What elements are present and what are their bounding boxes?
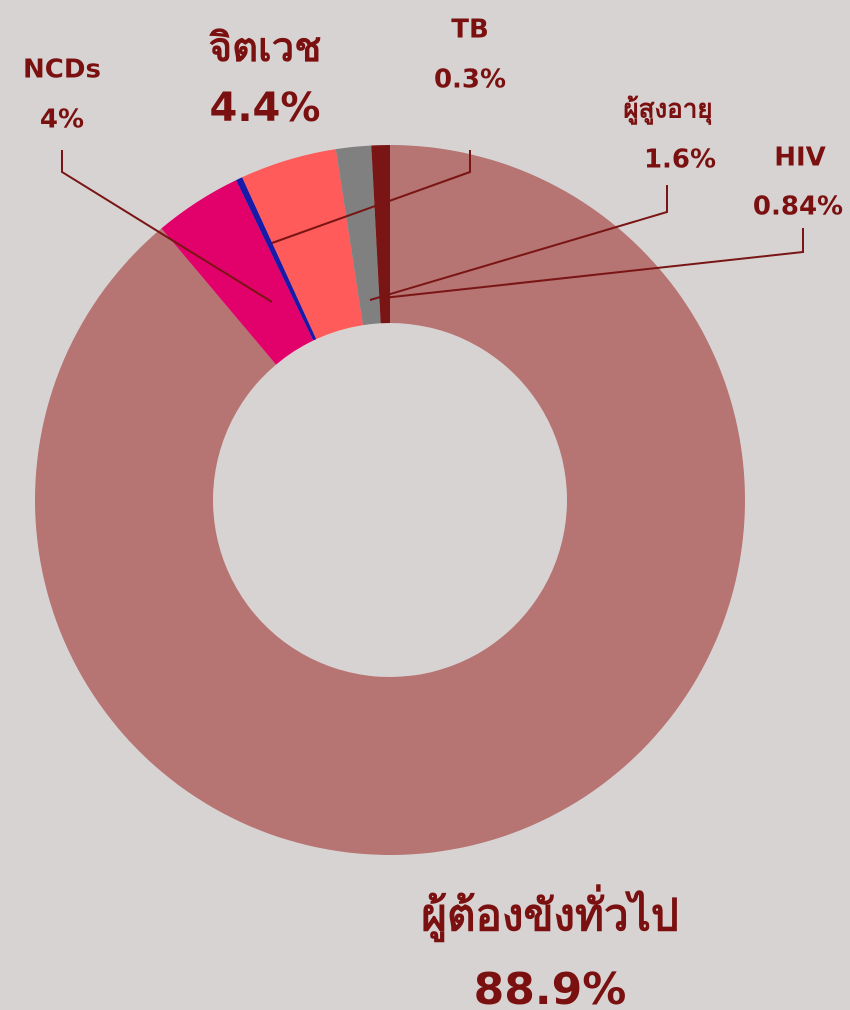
slice-label: NCDs: [23, 55, 101, 85]
slice: [236, 177, 317, 341]
slice: [161, 180, 314, 365]
leader-line: [271, 150, 471, 244]
value-label: 4.4%: [210, 85, 321, 131]
slice-label: TB: [451, 15, 489, 45]
leader-line: [382, 228, 804, 299]
leader-line: [369, 185, 668, 301]
value-label: 0.84%: [753, 192, 843, 222]
slice: [371, 145, 390, 324]
slice-label: ผู้ต้องขังทั่วไป: [421, 884, 679, 942]
slice: [335, 145, 381, 326]
slice-label: HIV: [774, 143, 826, 173]
value-label: 88.9%: [474, 964, 627, 1010]
value-label: 0.3%: [434, 65, 506, 95]
slice-label: ผู้สูงอายุ: [623, 95, 712, 126]
value-label: 1.6%: [644, 145, 716, 175]
slice: [242, 149, 363, 340]
value-label: 4%: [40, 105, 84, 135]
leader-line: [61, 150, 273, 303]
slice: [35, 145, 746, 855]
slice-label: จิตเวช: [209, 25, 322, 71]
